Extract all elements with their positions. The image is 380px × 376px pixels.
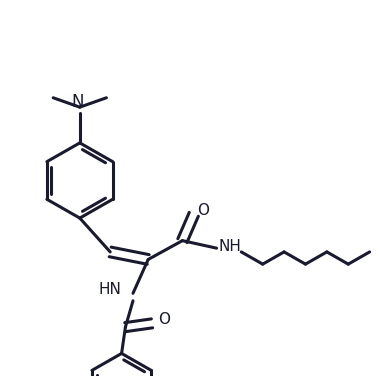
Text: HN: HN (99, 282, 122, 297)
Text: N: N (72, 93, 84, 111)
Text: O: O (198, 203, 210, 218)
Text: O: O (158, 312, 170, 327)
Text: NH: NH (218, 239, 241, 254)
